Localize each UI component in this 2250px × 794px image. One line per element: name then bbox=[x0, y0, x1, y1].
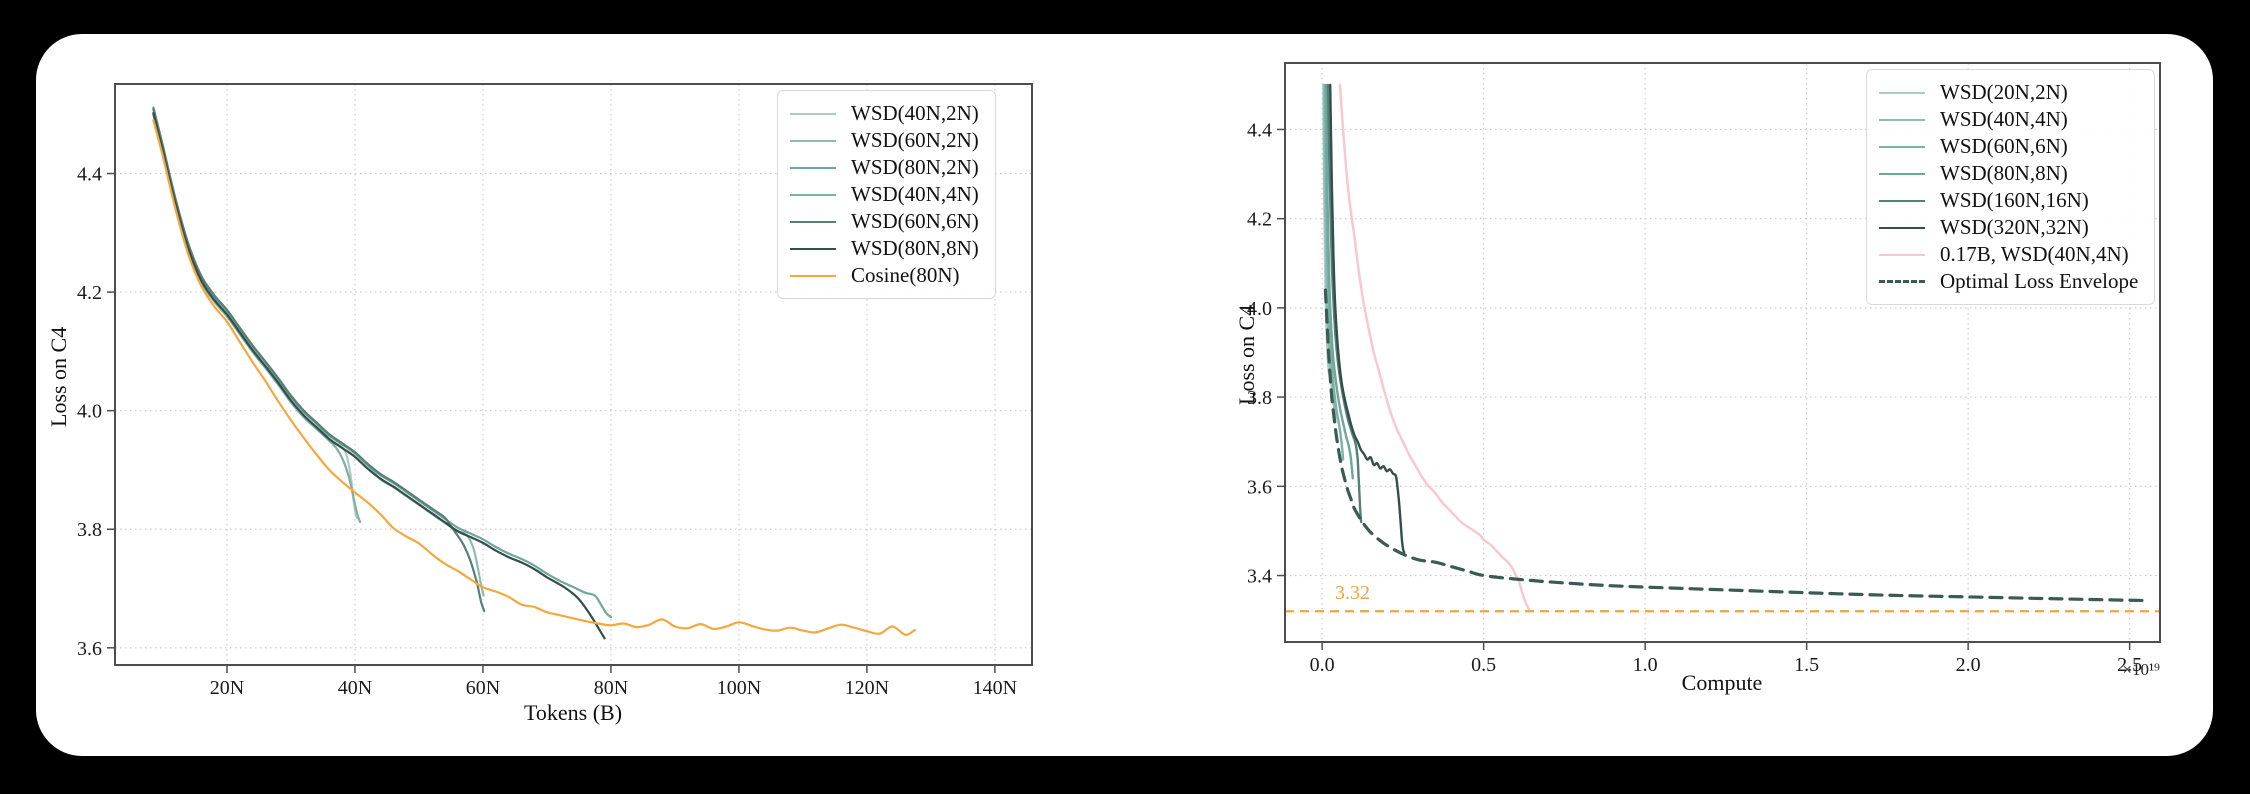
x-tick-label: 60N bbox=[466, 677, 500, 699]
x-tick-label: 140N bbox=[973, 677, 1017, 699]
legend-line-swatch bbox=[790, 247, 836, 250]
legend-line-swatch bbox=[1879, 145, 1925, 148]
legend-line-swatch bbox=[1879, 280, 1925, 283]
chart-tokens: 20N 40N 60N 80N 100N 120N 140N 3.6 3.8 4.0 4.2 4.4 bbox=[77, 83, 1033, 699]
series-wsd-80n-2n- bbox=[152, 108, 612, 619]
legend-label: Optimal Loss Envelope bbox=[1940, 269, 2139, 293]
legend-entry: WSD(80N,8N) bbox=[790, 235, 979, 262]
legend-line-swatch bbox=[790, 220, 836, 223]
right-chart-legend: WSD(20N,2N) WSD(40N,4N) WSD(60N,6N) WSD(80N… bbox=[1866, 69, 2156, 305]
legend-entry: WSD(60N,6N) bbox=[790, 208, 979, 235]
y-tick-label: 4.2 bbox=[77, 282, 102, 304]
x-tick-label: 120N bbox=[845, 677, 889, 699]
legend-entry: WSD(40N,2N) bbox=[790, 100, 979, 127]
right-chart-xlabel: Compute bbox=[1681, 670, 1763, 695]
chart-compute: 0.0 0.5 1.0 1.5 2.0 2.5 3.4 3.6 3.8 4.0 4.2 4.4 bbox=[1247, 62, 2161, 676]
x-tick-label: 100N bbox=[717, 677, 761, 699]
legend-line-swatch bbox=[790, 193, 836, 196]
left-chart-ylabel: Loss on C4 bbox=[46, 326, 71, 427]
legend-label: WSD(160N,16N) bbox=[1940, 188, 2089, 212]
series-wsd-160n-16n- bbox=[1326, 83, 1363, 524]
legend-label: 0.17B, WSD(40N,4N) bbox=[1940, 242, 2129, 266]
x-tick-label: 20N bbox=[210, 677, 244, 699]
legend-label: Cosine(80N) bbox=[851, 263, 960, 287]
legend-label: WSD(40N,4N) bbox=[851, 182, 979, 206]
x-tick-label: 80N bbox=[594, 677, 628, 699]
series-wsd-320n-32n- bbox=[1329, 83, 1406, 554]
loss-floor-annotation: 3.32 bbox=[1335, 582, 1370, 604]
y-tick-label: 3.6 bbox=[77, 638, 102, 660]
series-wsd-60n-6n- bbox=[152, 107, 486, 613]
legend-line-swatch bbox=[1879, 91, 1925, 94]
series-cosine-80n- bbox=[152, 119, 916, 636]
legend-line-swatch bbox=[790, 112, 836, 115]
legend-entry: WSD(60N,6N) bbox=[1879, 133, 2138, 160]
x-axis-offset-exponent: ×10¹⁹ bbox=[2122, 660, 2160, 679]
series-wsd-60n-2n- bbox=[152, 113, 485, 597]
legend-entry: Optimal Loss Envelope bbox=[1879, 268, 2138, 295]
left-chart-legend: WSD(40N,2N) WSD(60N,2N) WSD(80N,2N) WSD(40N… bbox=[777, 90, 996, 299]
y-tick-label: 3.4 bbox=[1247, 566, 1272, 588]
legend-entry: WSD(60N,2N) bbox=[790, 127, 979, 154]
figure-card: 20N 40N 60N 80N 100N 120N 140N 3.6 3.8 4.0 4.2 4.4 0… bbox=[36, 34, 2213, 756]
legend-line-swatch bbox=[1879, 226, 1925, 229]
legend-line-swatch bbox=[790, 166, 836, 169]
series-wsd-60n-6n- bbox=[1323, 83, 1345, 461]
x-tick-label: 40N bbox=[338, 677, 372, 699]
legend-entry: WSD(40N,4N) bbox=[790, 181, 979, 208]
axes-frame bbox=[114, 83, 1033, 666]
legend-entry: WSD(40N,4N) bbox=[1879, 106, 2138, 133]
legend-entry: Cosine(80N) bbox=[790, 262, 979, 289]
legend-label: WSD(40N,4N) bbox=[1940, 107, 2068, 131]
x-tick-label: 0.5 bbox=[1471, 654, 1496, 676]
legend-entry: 0.17B, WSD(40N,4N) bbox=[1879, 241, 2138, 268]
legend-entry: WSD(160N,16N) bbox=[1879, 187, 2138, 214]
series-wsd-80n-8n- bbox=[152, 112, 606, 640]
y-tick-label: 3.8 bbox=[77, 519, 102, 541]
legend-line-swatch bbox=[1879, 172, 1925, 175]
y-tick-label: 4.0 bbox=[1247, 298, 1272, 320]
legend-label: WSD(20N,2N) bbox=[1940, 80, 2068, 104]
series-wsd-40n-2n- bbox=[152, 106, 360, 520]
legend-label: WSD(80N,8N) bbox=[851, 236, 979, 260]
x-tick-label: 1.5 bbox=[1794, 654, 1819, 676]
legend-entry: WSD(320N,32N) bbox=[1879, 214, 2138, 241]
legend-label: WSD(60N,6N) bbox=[851, 209, 979, 233]
series-optimal-loss-envelope bbox=[1323, 288, 2148, 603]
y-tick-label: 4.4 bbox=[1247, 119, 1272, 141]
left-chart-xlabel: Tokens (B) bbox=[523, 700, 623, 725]
series-wsd-40n-4n- bbox=[152, 113, 362, 524]
legend-entry: WSD(80N,2N) bbox=[790, 154, 979, 181]
y-tick-label: 4.4 bbox=[77, 164, 102, 186]
right-chart-ylabel: Loss on C4 bbox=[1234, 304, 1259, 405]
x-tick-label: 2.0 bbox=[1956, 654, 1981, 676]
legend-label: WSD(80N,2N) bbox=[851, 155, 979, 179]
legend-entry: WSD(20N,2N) bbox=[1879, 79, 2138, 106]
legend-line-swatch bbox=[1879, 118, 1925, 121]
legend-label: WSD(40N,2N) bbox=[851, 101, 979, 125]
y-tick-label: 4.2 bbox=[1247, 209, 1272, 231]
legend-line-swatch bbox=[790, 139, 836, 142]
series-0-17b-wsd-40n-4n- bbox=[1338, 83, 1531, 611]
y-tick-label: 4.0 bbox=[77, 401, 102, 423]
legend-line-swatch bbox=[790, 274, 836, 277]
x-tick-label: 1.0 bbox=[1633, 654, 1658, 676]
y-tick-label: 3.6 bbox=[1247, 476, 1272, 498]
y-tick-label: 3.8 bbox=[1247, 387, 1272, 409]
legend-label: WSD(60N,6N) bbox=[1940, 134, 2068, 158]
legend-label: WSD(80N,8N) bbox=[1940, 161, 2068, 185]
legend-line-swatch bbox=[1879, 253, 1925, 256]
axes-frame bbox=[1284, 62, 2161, 643]
legend-label: WSD(60N,2N) bbox=[851, 128, 979, 152]
legend-entry: WSD(80N,8N) bbox=[1879, 160, 2138, 187]
charts-svg: 20N 40N 60N 80N 100N 120N 140N3.63.84.04.24.40… bbox=[77, 62, 2161, 699]
legend-line-swatch bbox=[1879, 199, 1925, 202]
legend-label: WSD(320N,32N) bbox=[1940, 215, 2089, 239]
x-tick-label: 2.5 bbox=[2117, 654, 2142, 676]
series-wsd-80n-8n- bbox=[1324, 83, 1354, 480]
x-tick-label: 0.0 bbox=[1310, 654, 1335, 676]
